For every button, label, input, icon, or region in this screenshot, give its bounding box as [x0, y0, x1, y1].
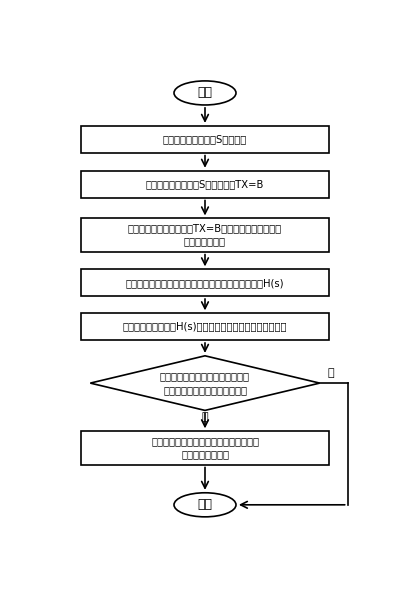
- Polygon shape: [90, 356, 320, 410]
- Text: 否: 否: [202, 412, 208, 422]
- FancyBboxPatch shape: [81, 218, 329, 252]
- Text: 将时域的电路转换为S域的电路: 将时域的电路转换为S域的电路: [163, 134, 247, 144]
- Text: 开始: 开始: [198, 87, 212, 99]
- Text: 传递函数分母多项式次数是否为零
或者分母的次数小于分子的次数: 传递函数分母多项式次数是否为零 或者分母的次数小于分子的次数: [160, 371, 250, 395]
- Text: 是: 是: [328, 368, 334, 379]
- Text: 使用符号运算提取出H(s)分母多项式和分子多项式系数向量: 使用符号运算提取出H(s)分母多项式和分子多项式系数向量: [123, 322, 287, 332]
- FancyBboxPatch shape: [81, 432, 329, 465]
- Ellipse shape: [174, 81, 236, 105]
- Text: 结束: 结束: [198, 498, 212, 511]
- FancyBboxPatch shape: [81, 171, 329, 198]
- FancyBboxPatch shape: [81, 269, 329, 296]
- Text: 选取电路变量作为系统的激励和响应，计算传递函数H(s): 选取电路变量作为系统的激励和响应，计算传递函数H(s): [126, 278, 284, 288]
- Ellipse shape: [174, 493, 236, 517]
- Text: 使用符号运算求解方程组TX=B，得所有支路的电流和
电压、节点电压: 使用符号运算求解方程组TX=B，得所有支路的电流和 电压、节点电压: [128, 224, 282, 246]
- Text: 通过改进节点法生成S域的方程组TX=B: 通过改进节点法生成S域的方程组TX=B: [146, 179, 264, 189]
- Text: 使用符号运算将传递函数变换为真情形，
构建状态空间模型: 使用符号运算将传递函数变换为真情形， 构建状态空间模型: [151, 436, 259, 460]
- FancyBboxPatch shape: [81, 313, 329, 340]
- FancyBboxPatch shape: [81, 126, 329, 153]
